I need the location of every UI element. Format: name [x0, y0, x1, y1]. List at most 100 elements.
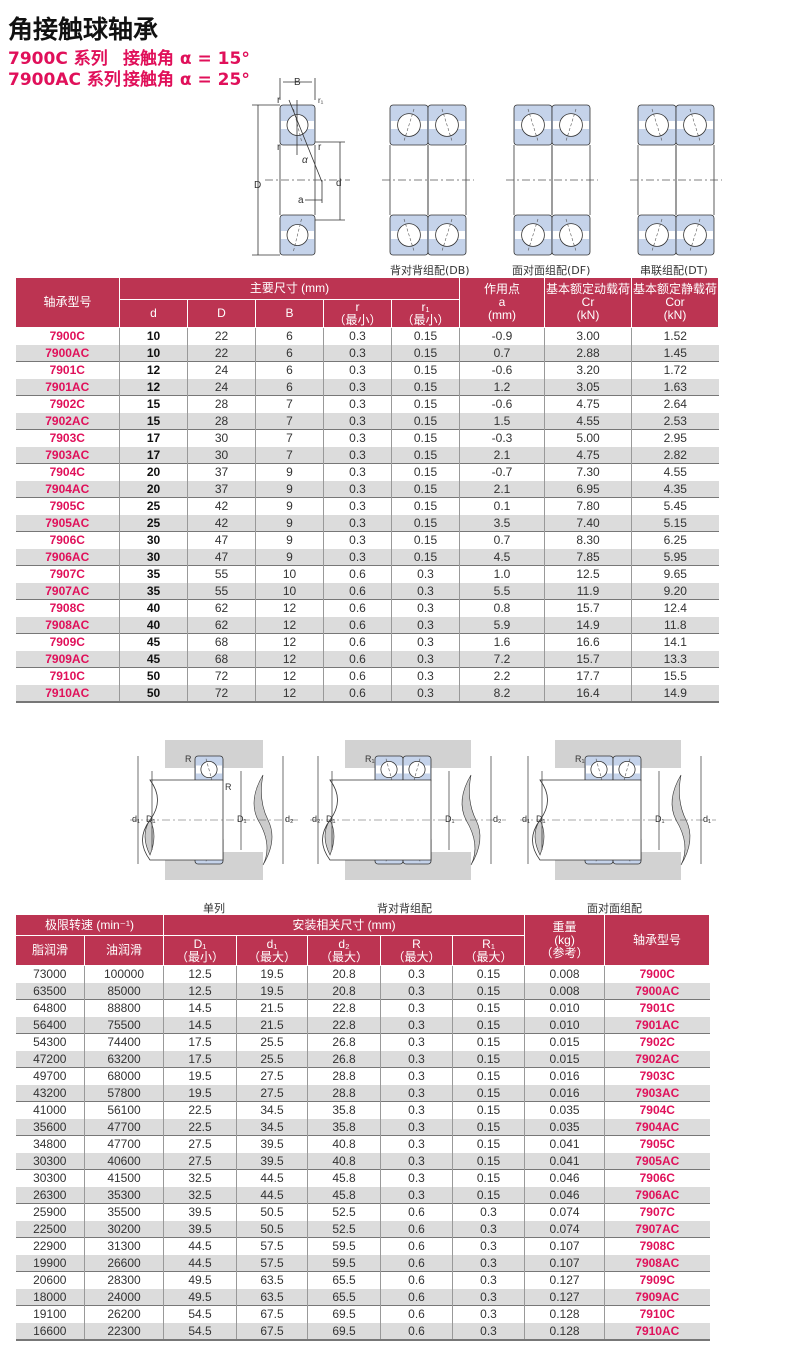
- table-cell: 11.9: [544, 582, 632, 600]
- table-cell: 27.5: [163, 1135, 237, 1153]
- table-cell: 0.107: [524, 1254, 605, 1272]
- table-cell: 6: [255, 327, 324, 345]
- table-cell: 0.15: [390, 327, 460, 345]
- table-cell: 35: [119, 565, 188, 583]
- model-cell: 7907C: [15, 565, 120, 583]
- table-cell: 0.15: [390, 344, 460, 362]
- table-cell: 26.8: [307, 1050, 381, 1068]
- mounting-diagrams: d₁ D₁ D₁ d₂ R Rd₂ D₁ D₁ d₂ R₁ d₁ D₁ D₁ d₁ R₁: [130, 740, 716, 880]
- header-cr: 基本额定动载荷 Cr (kN): [544, 277, 633, 328]
- table-cell: 59.5: [307, 1237, 381, 1255]
- label-B: B: [294, 77, 301, 88]
- table-cell: 0.016: [524, 1084, 605, 1102]
- table-cell: 2.53: [631, 412, 719, 430]
- table-row: 7908AC 40 62 12 0.6 0.3 5.9 14.9 11.8: [15, 616, 719, 634]
- model-cell: 7908C: [15, 599, 120, 617]
- table-cell: 68: [187, 650, 256, 668]
- table-cell: 9: [255, 548, 324, 566]
- table-cell: 69.5: [307, 1305, 381, 1323]
- contact-line: [689, 108, 701, 142]
- model-cell: 7901AC: [604, 1016, 710, 1034]
- table-cell: 0.3: [380, 1067, 453, 1085]
- table-row: 49700 68000 19.5 27.5 28.8 0.3 0.15 0.016 7903C: [15, 1067, 710, 1085]
- table-cell: 31300: [84, 1237, 164, 1255]
- contact-angle: 接触角 α = 15°: [123, 49, 250, 69]
- header-r: r （最小）: [323, 299, 392, 328]
- table-cell: 0.6: [380, 1305, 453, 1323]
- label-D: D: [254, 180, 261, 191]
- table-cell: 12: [255, 616, 324, 634]
- series-line-c: 7900C 系列 接触角 α = 15°: [8, 44, 250, 69]
- table-cell: 0.6: [380, 1254, 453, 1272]
- table-cell: 5.5: [459, 582, 545, 600]
- header-text: （最大）: [247, 949, 296, 964]
- table-cell: 25.5: [236, 1050, 308, 1068]
- table-cell: 59.5: [307, 1254, 381, 1272]
- label-d1: d₁: [132, 814, 140, 824]
- table-cell: 0.3: [380, 999, 453, 1017]
- dimensions-table: 轴承型号 主要尺寸 (mm) 作用点 a (mm) 基本额定动载荷 Cr (kN) 基本…: [15, 277, 720, 703]
- table-cell: 57.5: [236, 1254, 308, 1272]
- table-cell: 0.046: [524, 1186, 605, 1204]
- model-cell: 7903AC: [604, 1084, 710, 1102]
- table-cell: 3.00: [544, 327, 632, 345]
- table-cell: 0.15: [390, 395, 460, 413]
- table-cell: 12: [255, 599, 324, 617]
- header-text: 作用点: [484, 282, 521, 296]
- label-R1: R₁: [575, 754, 585, 764]
- table-cell: 0.15: [390, 446, 460, 464]
- table-cell: 9: [255, 531, 324, 549]
- caption-single: 单列: [203, 902, 225, 915]
- table-cell: 0.3: [390, 667, 460, 685]
- table-cell: 0.3: [451, 1305, 525, 1323]
- table-cell: 47: [187, 531, 256, 549]
- contact-line: [651, 108, 663, 142]
- table-cell: 85000: [84, 982, 164, 1000]
- header-D1: D₁ （最小）: [163, 935, 237, 966]
- table-cell: 63500: [15, 982, 85, 1000]
- table-cell: 0.3: [451, 1220, 525, 1238]
- model-cell: 7907AC: [15, 582, 120, 600]
- table-cell: 3.5: [459, 514, 545, 532]
- table-cell: 73000: [33, 967, 67, 982]
- table-cell: 0.3: [451, 1322, 525, 1341]
- table-cell: -0.7: [459, 463, 545, 481]
- header-text: d₂: [338, 936, 350, 951]
- table-cell: 10: [255, 582, 324, 600]
- table-cell: 0.3: [451, 1288, 525, 1306]
- table-cell: 12.5: [163, 965, 237, 983]
- table-cell: 0.3: [323, 327, 392, 345]
- label-d2: d₂: [493, 814, 502, 824]
- table-cell: 0.3: [451, 1203, 525, 1221]
- table-cell: 50: [119, 684, 188, 703]
- header-d1: d₁ （最大）: [236, 935, 308, 966]
- table-cell: 15: [119, 395, 188, 413]
- table-cell: 2.95: [631, 429, 719, 447]
- table-cell: 0.3: [323, 531, 392, 549]
- table-cell: 0.15: [451, 1135, 525, 1153]
- table-cell: 0.15: [451, 1118, 525, 1136]
- table-cell: 12: [119, 378, 188, 396]
- table-cell: 0.6: [323, 667, 392, 685]
- label-R: R: [225, 782, 232, 792]
- table-cell: 5.00: [544, 429, 632, 447]
- table-cell: 0.3: [390, 684, 460, 703]
- page-title: 角接触球轴承: [8, 15, 159, 44]
- model-cell: 7910AC: [604, 1322, 710, 1341]
- table-cell: 6: [255, 344, 324, 362]
- table-cell: 20.8: [307, 982, 381, 1000]
- table-cell: 1.0: [459, 565, 545, 583]
- table-cell: 0.3: [390, 599, 460, 617]
- table-cell: 21.5: [236, 999, 308, 1017]
- table-cell: 8.30: [544, 531, 632, 549]
- table-cell: 7.40: [544, 514, 632, 532]
- header-d2: d₂ （最大）: [307, 935, 381, 966]
- label-d: d: [336, 178, 342, 189]
- table-cell: 18000: [15, 1288, 85, 1306]
- table-row: 7910AC 50 72 12 0.6 0.3 8.2 16.4 14.9: [15, 684, 719, 703]
- table-cell: 0.046: [524, 1169, 605, 1187]
- table-row: 43200 57800 19.5 27.5 28.8 0.3 0.15 0.016 7903AC: [15, 1084, 710, 1102]
- table-cell: 65.5: [307, 1271, 381, 1289]
- table-cell: 22.8: [307, 999, 381, 1017]
- table-cell: 26200: [84, 1305, 164, 1323]
